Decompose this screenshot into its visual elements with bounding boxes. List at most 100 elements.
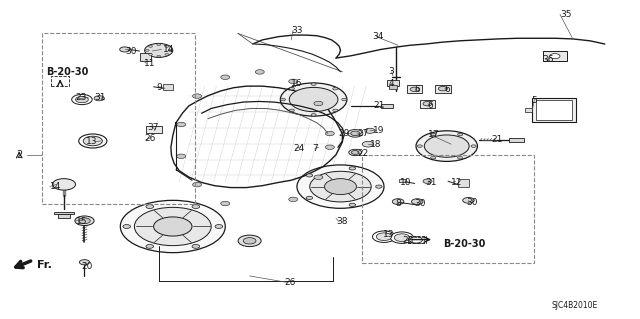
Text: 8: 8 (396, 199, 401, 208)
Text: B-20-30: B-20-30 (443, 239, 485, 249)
Bar (51, 76, 69, 86)
Circle shape (333, 109, 338, 112)
Text: 6: 6 (445, 85, 451, 94)
Circle shape (177, 122, 186, 127)
Text: 6: 6 (428, 101, 433, 110)
Circle shape (325, 131, 334, 136)
Bar (532, 98, 576, 122)
Text: 13: 13 (383, 230, 394, 239)
Circle shape (394, 234, 410, 241)
Circle shape (458, 156, 463, 159)
Bar (435, 85, 451, 93)
Text: 23: 23 (76, 93, 87, 102)
Bar (525, 108, 532, 112)
Text: 14: 14 (50, 182, 61, 191)
Text: 34: 34 (372, 32, 384, 41)
Circle shape (145, 49, 149, 51)
Text: 4: 4 (388, 79, 394, 88)
Bar (420, 100, 435, 108)
Text: 24: 24 (293, 144, 305, 153)
Text: 14: 14 (163, 45, 175, 54)
Bar (362, 155, 534, 263)
Text: 5: 5 (531, 96, 537, 105)
Text: 2: 2 (16, 150, 22, 160)
Bar (381, 104, 393, 108)
Text: SJC4B2010E: SJC4B2010E (552, 301, 598, 310)
Circle shape (123, 225, 131, 228)
Circle shape (325, 145, 334, 149)
Circle shape (79, 134, 107, 148)
Circle shape (416, 131, 477, 161)
Circle shape (417, 145, 422, 147)
Text: 26: 26 (285, 278, 296, 287)
Circle shape (314, 101, 323, 106)
Circle shape (75, 216, 94, 226)
Text: 35: 35 (560, 10, 572, 19)
Circle shape (289, 197, 298, 202)
Circle shape (392, 199, 404, 204)
Circle shape (52, 179, 76, 190)
Circle shape (168, 49, 172, 51)
Text: 22: 22 (357, 149, 369, 158)
Bar (536, 100, 572, 120)
Circle shape (83, 136, 102, 146)
Circle shape (438, 86, 447, 91)
Circle shape (423, 179, 432, 183)
Text: 18: 18 (370, 140, 381, 149)
Circle shape (349, 203, 356, 206)
Text: 3: 3 (388, 67, 394, 76)
Circle shape (157, 55, 161, 57)
Text: 21: 21 (373, 101, 385, 110)
Circle shape (192, 244, 200, 248)
Circle shape (238, 235, 261, 247)
Circle shape (145, 43, 173, 57)
Circle shape (424, 135, 469, 157)
Circle shape (221, 201, 230, 206)
Circle shape (79, 260, 90, 265)
Bar (389, 85, 397, 89)
Circle shape (410, 87, 419, 92)
Text: 27: 27 (357, 129, 369, 138)
Text: 31: 31 (95, 93, 106, 102)
Circle shape (412, 199, 423, 204)
Text: 36: 36 (543, 55, 554, 63)
Circle shape (423, 101, 432, 106)
Circle shape (351, 131, 360, 136)
Text: 31: 31 (426, 178, 437, 187)
Circle shape (471, 145, 476, 147)
Circle shape (362, 141, 374, 147)
Circle shape (280, 98, 285, 101)
Circle shape (72, 94, 92, 105)
Circle shape (306, 196, 312, 199)
Text: 16: 16 (291, 79, 303, 88)
Circle shape (154, 217, 192, 236)
Bar (458, 179, 469, 187)
Circle shape (193, 94, 202, 98)
Bar (509, 138, 524, 142)
Circle shape (192, 205, 200, 209)
Text: 33: 33 (291, 26, 303, 35)
Circle shape (372, 231, 396, 242)
Circle shape (311, 114, 316, 116)
Circle shape (289, 79, 298, 84)
Bar (140, 53, 151, 61)
Circle shape (306, 174, 312, 177)
Text: 26: 26 (144, 134, 156, 143)
Text: B-20-30: B-20-30 (46, 67, 88, 77)
Circle shape (310, 171, 371, 202)
Circle shape (348, 130, 363, 137)
Circle shape (289, 87, 294, 90)
Circle shape (324, 179, 356, 195)
Bar (543, 51, 567, 61)
Circle shape (376, 185, 382, 188)
Circle shape (134, 207, 211, 246)
Circle shape (193, 182, 202, 187)
Circle shape (550, 54, 560, 59)
Text: 29: 29 (338, 129, 349, 138)
Text: Fr.: Fr. (37, 260, 52, 270)
Text: 11: 11 (144, 59, 156, 68)
Circle shape (146, 205, 154, 209)
Circle shape (94, 96, 104, 101)
Bar (408, 236, 426, 243)
Circle shape (297, 165, 384, 208)
